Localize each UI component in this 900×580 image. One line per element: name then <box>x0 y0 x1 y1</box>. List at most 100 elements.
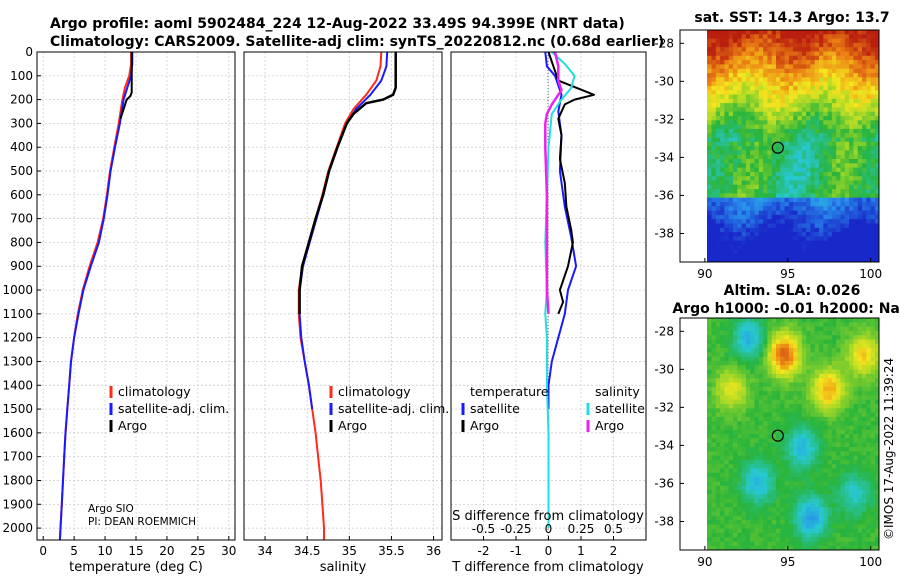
heatmap-cell <box>836 159 841 164</box>
heatmap-cell <box>797 330 803 336</box>
heatmap-cell <box>844 81 850 87</box>
heatmap-cell <box>715 202 721 207</box>
heatmap-cell <box>788 365 794 370</box>
heatmap-cell <box>733 184 738 190</box>
heatmap-cell <box>866 378 871 383</box>
heatmap-cell <box>840 85 846 91</box>
heatmap-cell <box>797 378 803 383</box>
heatmap-cell <box>866 85 871 91</box>
heatmap-cell <box>849 210 854 216</box>
heatmap-cell <box>728 421 734 426</box>
heatmap-cell <box>806 111 811 117</box>
heatmap-cell <box>711 485 717 491</box>
heatmap-cell <box>724 214 730 220</box>
heatmap-cell <box>836 68 841 74</box>
heatmap-cell <box>767 193 773 199</box>
heatmap-cell <box>862 167 867 173</box>
heatmap-cell <box>797 382 803 388</box>
heatmap-cell <box>836 369 841 375</box>
heatmap-cell <box>857 124 863 130</box>
heatmap-cell <box>737 335 742 340</box>
heatmap-cell <box>870 154 876 160</box>
heatmap-cell <box>788 257 794 262</box>
heatmap-cell <box>849 77 854 82</box>
heatmap-cell <box>788 537 794 542</box>
heatmap-cell <box>724 343 730 349</box>
heatmap-cell <box>763 520 768 525</box>
heatmap-cell <box>745 429 751 435</box>
heatmap-cell <box>814 223 820 229</box>
heatmap-cell <box>870 507 876 512</box>
heatmap-cell <box>831 137 837 143</box>
heatmap-cell <box>771 520 777 525</box>
heatmap-cell <box>827 442 833 448</box>
heatmap-cell <box>797 369 803 375</box>
heatmap-cell <box>771 348 777 353</box>
heatmap-cell <box>853 447 859 452</box>
heatmap-cell <box>763 133 768 138</box>
heatmap-cell <box>831 90 837 95</box>
heatmap-cell <box>776 116 781 121</box>
heatmap-cell <box>844 232 850 237</box>
heatmap-cell <box>724 515 730 521</box>
heatmap-cell <box>771 318 777 323</box>
heatmap-cell <box>784 34 790 39</box>
heatmap-cell <box>844 348 850 353</box>
heatmap-cell <box>819 60 824 65</box>
heatmap-cell <box>836 326 841 332</box>
heatmap-cell <box>737 240 742 246</box>
heatmap-cell <box>737 477 742 482</box>
heatmap-cell <box>836 219 841 224</box>
y-tick-label: 0 <box>25 45 33 59</box>
heatmap-cell <box>806 184 811 190</box>
heatmap-cell <box>836 64 841 70</box>
heatmap-cell <box>849 468 854 474</box>
heatmap-cell <box>870 361 876 366</box>
heatmap-cell <box>763 425 768 431</box>
heatmap-cell <box>844 395 850 401</box>
heatmap-cell <box>745 395 751 401</box>
heatmap-cell <box>797 141 803 147</box>
heatmap-cell <box>823 373 828 379</box>
heatmap-cell <box>806 395 811 401</box>
heatmap-cell <box>750 533 755 538</box>
heatmap-cell <box>810 520 816 525</box>
heatmap-cell <box>745 189 751 194</box>
heatmap-cell <box>711 227 717 233</box>
heatmap-cell <box>849 343 854 349</box>
heatmap-cell <box>810 421 816 426</box>
y-tick-label: 900 <box>10 259 33 273</box>
heatmap-cell <box>720 171 725 177</box>
heatmap-cell <box>874 116 879 121</box>
heatmap-cell <box>733 386 738 392</box>
heatmap-cell <box>728 236 734 242</box>
heatmap-cell <box>763 128 768 134</box>
heatmap-cell <box>715 116 721 121</box>
heatmap-cell <box>763 477 768 482</box>
heatmap-cell <box>819 485 824 491</box>
heatmap-cell <box>810 214 816 220</box>
heatmap-cell <box>758 163 764 168</box>
heatmap-cell <box>853 128 859 134</box>
heatmap-cell <box>870 326 876 332</box>
heatmap-cell <box>784 210 790 216</box>
heatmap-cell <box>737 120 742 125</box>
heatmap-cell <box>737 103 742 108</box>
heatmap-cell <box>750 348 755 353</box>
heatmap-cell <box>793 421 798 426</box>
heatmap-cell <box>711 421 717 426</box>
heatmap-cell <box>810 64 816 70</box>
heatmap-cell <box>866 459 871 465</box>
heatmap-cell <box>836 240 841 246</box>
heatmap-cell <box>784 515 790 521</box>
heatmap-cell <box>801 386 807 392</box>
heatmap-cell <box>707 330 712 336</box>
heatmap-cell <box>874 416 879 422</box>
heatmap-cell <box>793 133 798 138</box>
heatmap-cell <box>870 348 876 353</box>
heatmap-cell <box>814 412 820 418</box>
heatmap-cell <box>810 133 816 138</box>
heatmap-cell <box>857 386 863 392</box>
heatmap-cell <box>715 111 721 117</box>
heatmap-cell <box>750 438 755 444</box>
